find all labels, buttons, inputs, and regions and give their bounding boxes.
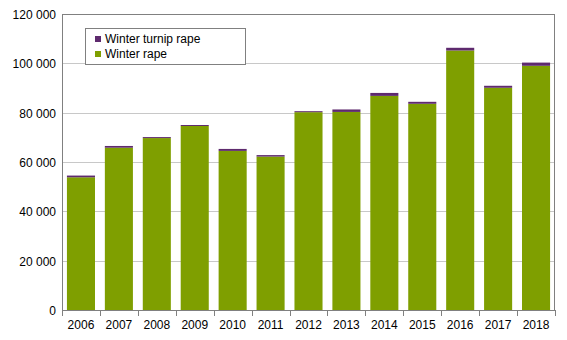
bar [219,151,247,310]
x-tick [365,310,366,316]
x-tick-label: 2007 [106,318,133,332]
x-tick [62,310,63,316]
x-tick-label: 2015 [409,318,436,332]
bar [67,177,95,310]
y-tick-label: 80 000 [19,107,56,121]
bar [294,111,322,113]
legend-label: Winter rape [105,47,167,61]
bar [143,138,171,310]
x-tick [555,310,556,316]
plot-frame [63,15,555,311]
bar [294,112,322,310]
x-tick-label: 2013 [333,318,360,332]
x-tick-label: 2014 [371,318,398,332]
y-tick-label: 0 [49,304,56,318]
legend-label: Winter turnip rape [105,32,201,46]
bar [408,104,436,310]
y-tick-label: 60 000 [19,156,56,170]
y-tick-label: 40 000 [19,205,56,219]
x-tick [403,310,404,316]
bar [484,86,512,88]
x-tick-label: 2016 [447,318,474,332]
bar [181,126,209,310]
bar [219,149,247,151]
bar [143,137,171,139]
bar [257,157,285,310]
bar [332,112,360,310]
x-tick-label: 2018 [523,318,550,332]
bar [105,146,133,148]
y-tick-label: 100 000 [13,57,57,71]
x-tick [214,310,215,316]
bar [408,102,436,104]
bar [370,96,398,310]
bar [522,66,550,310]
x-tick [176,310,177,316]
x-tick [517,310,518,316]
bar [181,125,209,127]
y-tick-label: 20 000 [19,255,56,269]
bar [105,148,133,310]
bars [67,48,550,310]
x-tick-label: 2010 [219,318,246,332]
bar [522,63,550,66]
bar [257,155,285,156]
x-tick-label: 2017 [485,318,512,332]
bar [67,176,95,178]
bar [484,88,512,310]
x-tick-label: 2006 [68,318,95,332]
bar [370,93,398,96]
legend-swatch [95,36,101,42]
x-tick [138,310,139,316]
bar [332,109,360,111]
bar [446,48,474,51]
x-tick [100,310,101,316]
x-tick-label: 2011 [258,318,284,332]
x-tick [441,310,442,316]
y-tick-label: 120 000 [13,8,57,22]
chart: 0 20 000 40 000 60 000 80 000 100 000 120 000 2… [0,0,567,340]
legend-swatch [95,51,101,57]
x-tick-label: 2008 [143,318,170,332]
x-tick [327,310,328,316]
x-tick-label: 2012 [295,318,322,332]
legend-box [86,29,246,65]
x-tick [252,310,253,316]
x-tick [290,310,291,316]
bar [446,51,474,310]
x-tick-label: 2009 [181,318,208,332]
x-tick [479,310,480,316]
